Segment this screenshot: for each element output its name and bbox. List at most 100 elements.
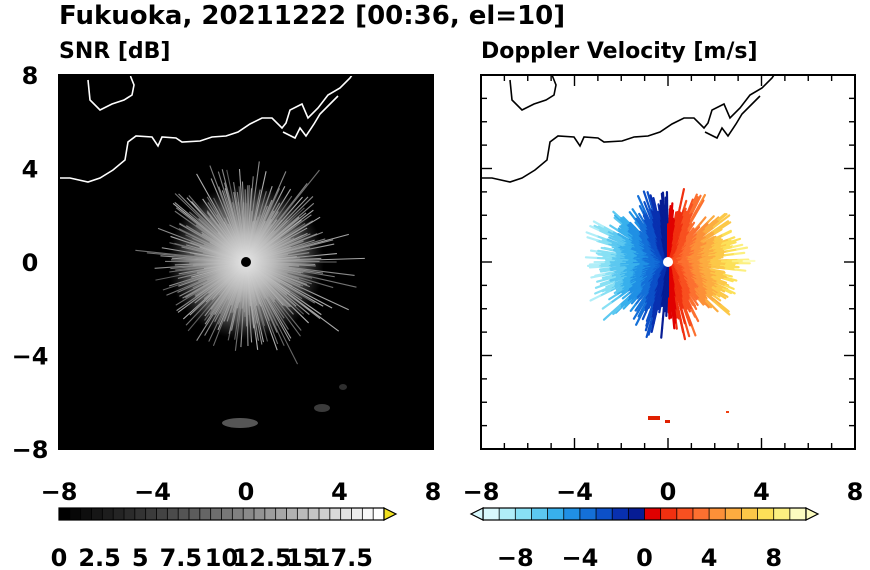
doppler-echo-ray xyxy=(690,308,697,318)
doppler-echo-ray xyxy=(656,210,661,220)
doppler-echo-ray xyxy=(646,191,652,203)
doppler-echo-ray xyxy=(688,198,694,209)
doppler-echo-ray xyxy=(646,208,652,219)
doppler-echo-ray xyxy=(710,276,720,282)
doppler-echo-ray xyxy=(622,281,631,288)
doppler-echo-ray xyxy=(694,292,702,300)
doppler-echo-ray xyxy=(649,199,654,211)
doppler-echo-ray xyxy=(711,225,722,233)
doppler-echo-ray xyxy=(611,248,622,253)
x-tick-label: −4 xyxy=(134,478,171,506)
doppler-echo-ray xyxy=(626,229,635,236)
doppler-echo-ray xyxy=(718,239,729,245)
doppler-echo-ray xyxy=(672,318,676,330)
doppler-echo-ray xyxy=(651,208,657,220)
doppler-echo-ray xyxy=(699,216,707,225)
doppler-echo-ray xyxy=(729,237,742,243)
doppler-echo-ray xyxy=(701,223,709,231)
colorbar-tick-label: 0 xyxy=(51,544,68,570)
x-tick-label: 0 xyxy=(238,478,255,506)
colorbar-tick-label: −4 xyxy=(561,544,598,570)
doppler-echo-ray xyxy=(726,248,739,253)
x-tick-label: 4 xyxy=(753,478,770,506)
doppler-echo-ray xyxy=(640,298,647,307)
doppler-echo-ray xyxy=(595,252,607,256)
doppler-echo-ray xyxy=(609,242,621,247)
colorbar-segment xyxy=(264,508,277,520)
doppler-echo-ray xyxy=(606,229,618,237)
doppler-echo-ray xyxy=(714,254,727,258)
doppler-echo-ray xyxy=(604,275,616,281)
doppler-echo-ray xyxy=(632,310,640,320)
colorbar-tick-label: 15 xyxy=(286,544,319,570)
colorbar-segment xyxy=(199,508,212,520)
doppler-echo-ray xyxy=(693,196,699,207)
colorbar-tick-label: 17.5 xyxy=(314,544,373,570)
colorbar-tick-label: 10 xyxy=(205,544,238,570)
doppler-echo-ray xyxy=(622,216,630,224)
doppler-echo-ray xyxy=(720,214,731,223)
doppler-colorbar xyxy=(469,507,820,521)
doppler-echo-ray xyxy=(731,243,744,249)
doppler-echo-ray xyxy=(649,194,654,205)
doppler-echo-ray xyxy=(634,303,641,312)
colorbar-underflow-arrow xyxy=(469,507,484,521)
doppler-echo-ray xyxy=(706,280,717,287)
doppler-echo-ray xyxy=(736,246,749,251)
radar-site-marker xyxy=(663,257,673,267)
doppler-echo-ray xyxy=(601,301,613,310)
doppler-echo-ray xyxy=(716,281,727,287)
doppler-echo-ray xyxy=(725,288,736,295)
doppler-echo-ray xyxy=(677,299,682,309)
doppler-echo-ray xyxy=(612,279,623,285)
doppler-echo-ray xyxy=(625,222,635,231)
colorbar-segment xyxy=(221,508,233,520)
doppler-echo-ray xyxy=(691,293,698,301)
doppler-echo-ray xyxy=(612,269,624,274)
doppler-echo-ray xyxy=(647,324,653,336)
doppler-echo-ray xyxy=(629,221,637,229)
x-tick-label: −8 xyxy=(41,478,78,506)
doppler-echo-ray xyxy=(626,280,636,287)
doppler-echo-ray xyxy=(679,306,684,317)
colorbar-segment xyxy=(340,508,352,520)
doppler-clutter-patch xyxy=(648,416,660,420)
doppler-echo-ray xyxy=(620,284,630,291)
doppler-echo-ray xyxy=(589,294,602,302)
doppler-echo-ray xyxy=(673,313,677,324)
snr-clutter-patch xyxy=(222,418,258,428)
doppler-echo-ray xyxy=(691,203,698,214)
doppler-echo-ray xyxy=(726,241,737,246)
doppler-echo-ray xyxy=(648,208,655,220)
doppler-echo-ray xyxy=(619,250,630,255)
doppler-echo-ray xyxy=(605,286,616,293)
colorbar-segment xyxy=(297,508,309,520)
colorbar-segment xyxy=(725,508,742,520)
doppler-echo-ray xyxy=(641,301,648,311)
doppler-echo-ray xyxy=(598,264,611,268)
doppler-echo-ray xyxy=(663,217,667,229)
doppler-echo-ray xyxy=(634,297,642,306)
doppler-echo-ray xyxy=(615,288,626,296)
doppler-echo-ray xyxy=(633,226,641,234)
doppler-echo-ray xyxy=(648,305,654,315)
doppler-echo-ray xyxy=(674,303,679,313)
doppler-echo-ray xyxy=(708,253,718,257)
doppler-echo-ray xyxy=(696,227,704,235)
colorbar-segment xyxy=(773,508,791,520)
colorbar-tick-label: 7.5 xyxy=(160,544,203,570)
doppler-echo-ray xyxy=(723,277,734,283)
doppler-echo-ray xyxy=(706,232,716,239)
doppler-echo-ray xyxy=(704,300,713,309)
doppler-echo-ray xyxy=(719,220,730,228)
doppler-echo-ray xyxy=(718,213,728,222)
doppler-echo-ray xyxy=(686,316,692,327)
doppler-echo-ray xyxy=(607,233,619,240)
doppler-echo-ray xyxy=(682,199,688,210)
doppler-echo-ray xyxy=(623,238,635,246)
doppler-echo-ray xyxy=(692,298,699,307)
colorbar-overflow-arrow xyxy=(383,507,398,521)
doppler-echo-ray xyxy=(687,211,694,222)
doppler-echo-ray xyxy=(689,280,700,290)
colorbar-segment xyxy=(612,508,629,520)
